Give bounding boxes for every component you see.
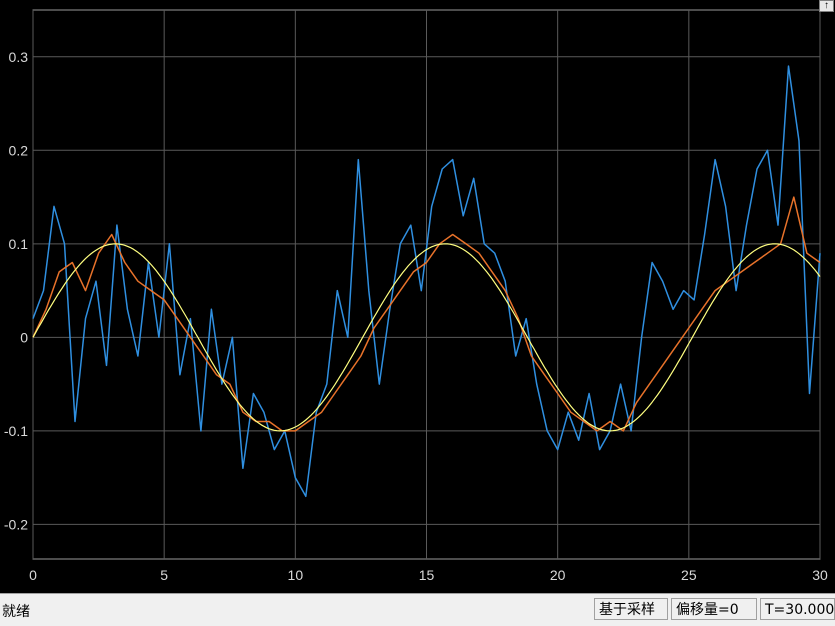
x-tick-label: 5: [160, 567, 168, 583]
status-bar: 就绪 基于采样 偏移量=0 T=30.000: [0, 593, 835, 626]
x-tick-labels: 0 5 10 15 20 25 30: [29, 567, 828, 583]
restore-arrow-icon[interactable]: ↑: [819, 0, 834, 12]
status-ready-text: 就绪: [2, 604, 30, 620]
x-tick-label: 30: [812, 567, 828, 583]
y-tick-label: 0.3: [9, 49, 29, 65]
sampling-mode-label: 基于采样: [594, 598, 668, 620]
plot-area: 0 5 10 15 20 25 30 -0.2 -0.1 0 0.1 0.2 0.3: [4, 9, 828, 583]
x-tick-label: 10: [288, 567, 304, 583]
x-tick-label: 15: [419, 567, 435, 583]
series-line-1: [32, 65, 821, 498]
y-tick-label: -0.2: [4, 516, 28, 532]
series-line-3: [32, 243, 821, 432]
time-label: T=30.000: [760, 598, 835, 620]
x-tick-label: 20: [550, 567, 566, 583]
scope-display: 0 5 10 15 20 25 30 -0.2 -0.1 0 0.1 0.2 0.3 ↑: [3, 0, 834, 583]
x-tick-label: 0: [29, 567, 37, 583]
offset-label: 偏移量=0: [671, 598, 757, 620]
y-tick-label: 0.1: [9, 236, 29, 252]
series-line-2: [32, 196, 821, 432]
traces: [32, 65, 821, 498]
y-tick-label: 0.2: [9, 142, 29, 158]
grid-lines: [32, 10, 821, 559]
y-tick-labels: -0.2 -0.1 0 0.1 0.2 0.3: [4, 49, 28, 533]
y-tick-label: -0.1: [4, 423, 28, 439]
x-tick-label: 25: [681, 567, 697, 583]
y-tick-label: 0: [20, 329, 28, 345]
